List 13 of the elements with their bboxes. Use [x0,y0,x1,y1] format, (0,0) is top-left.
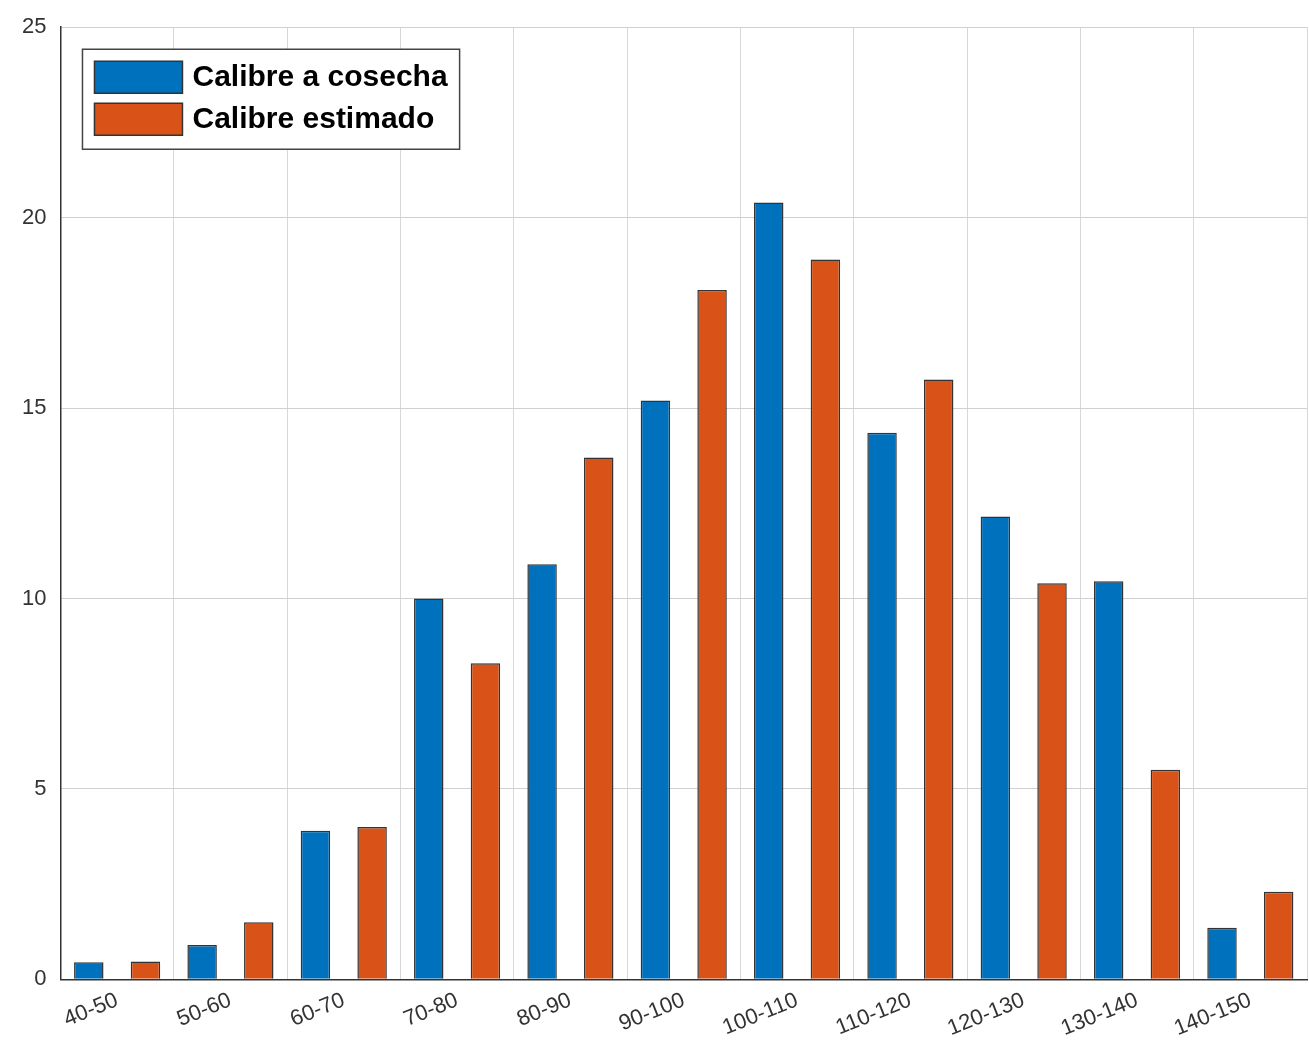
y-tick-label: 10 [21,584,47,610]
y-tick-label: 20 [21,203,47,229]
legend-label: Calibre estimado [192,101,435,135]
legend-label: Calibre a cosecha [192,59,448,93]
y-tick-label: 5 [34,774,47,800]
x-tick-label: 40-50 [59,986,122,1031]
x-tick-label: 50-60 [173,986,235,1031]
y-tick-label: 25 [21,13,47,39]
x-tick-label: 70-80 [399,986,462,1031]
y-tick-label: 0 [34,965,47,991]
x-tick-label: 60-70 [286,986,348,1031]
x-tick-label: 80-90 [513,986,575,1031]
y-tick-label: 15 [21,394,47,420]
